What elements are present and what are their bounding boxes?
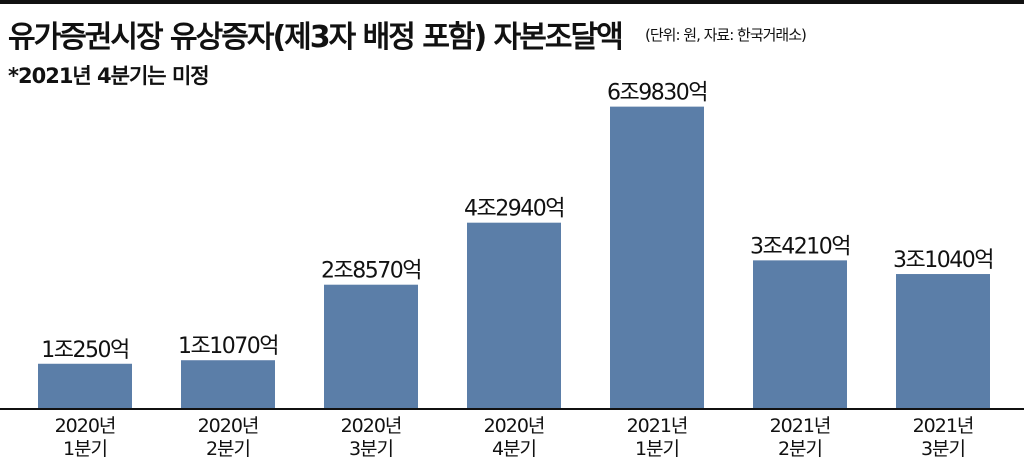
x-tick-label-3: 2020년 3분기: [341, 415, 402, 460]
x-tick-label-5: 2021년 1분기: [627, 415, 688, 460]
bar-1: [38, 363, 132, 408]
x-tick-label-2: 2020년 2분기: [198, 415, 259, 460]
bar-6: [753, 260, 847, 408]
data-label-1: 1조250억: [41, 338, 128, 363]
footnote: *2021년 4분기는 미정: [8, 64, 210, 88]
top-rule: [0, 0, 1024, 4]
data-label-7: 3조1040억: [893, 248, 993, 273]
data-label-6: 3조4210억: [750, 234, 850, 259]
bar-7: [896, 274, 990, 408]
x-tick-label-1: 2020년 1분기: [55, 415, 116, 460]
data-label-2: 1조1070억: [178, 334, 278, 359]
source-note: (단위: 원, 자료: 한국거래소): [645, 26, 807, 44]
bar-4: [467, 222, 561, 408]
x-tick-label-7: 2021년 3분기: [913, 415, 974, 460]
bar-5: [610, 106, 704, 408]
data-label-4: 4조2940억: [464, 197, 564, 222]
x-tick-label-4: 2020년 4분기: [484, 415, 545, 460]
data-label-5: 6조9830억: [607, 81, 707, 106]
chart-title: 유가증권시장 유상증자(제3자 배정 포함) 자본조달액: [8, 20, 624, 55]
bar-2: [181, 360, 275, 408]
bar-3: [324, 284, 418, 408]
data-label-3: 2조8570억: [321, 259, 421, 284]
x-tick-label-6: 2021년 2분기: [770, 415, 831, 460]
